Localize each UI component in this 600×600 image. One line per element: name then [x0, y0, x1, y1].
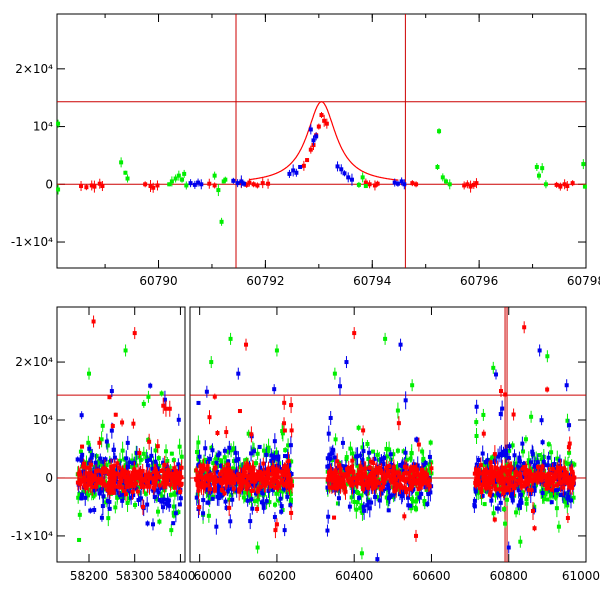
full-x-tick-label: 60200	[258, 569, 296, 583]
full-y-tick-label: 10⁴	[33, 413, 53, 427]
full-y-tick-label: 0	[45, 471, 53, 485]
full-x-tick-label: 58200	[70, 569, 108, 583]
full-x-tick-label: 58300	[116, 569, 154, 583]
zoom-y-tick-label: 10⁴	[33, 120, 53, 134]
zoom-series-red	[79, 112, 575, 193]
zoom-x-tick-label: 60792	[246, 274, 284, 288]
full-series-red	[194, 321, 577, 542]
full-frame-segment-0	[56, 306, 186, 563]
zoom-x-tick-label: 60798	[567, 274, 600, 288]
zoom-series-blue	[188, 124, 407, 190]
full-x-tick-label: 60400	[335, 569, 373, 583]
zoom-panel: 60790 60792 60794 60796 60798 2×10⁴ 10⁴ 0 -1×10⁴	[11, 13, 600, 288]
full-y-tick-label: 2×10⁴	[15, 355, 53, 369]
zoom-x-tick-label: 60790	[139, 274, 177, 288]
zoom-y-tick-label: 2×10⁴	[15, 62, 53, 76]
full-series-blue	[75, 382, 183, 531]
zoom-model-curve	[249, 101, 399, 181]
full-y-tick-label: -1×10⁴	[11, 529, 53, 543]
full-x-tick-label: 61000	[562, 569, 600, 583]
zoom-y-tick-label: -1×10⁴	[11, 235, 53, 249]
zoom-frame	[56, 13, 587, 269]
full-series-blue	[194, 338, 576, 562]
zoom-series-green	[56, 119, 587, 226]
full-x-tick-label: 60000	[194, 569, 232, 583]
zoom-x-tick-label: 60794	[353, 274, 391, 288]
zoom-y-tick-label: 0	[45, 177, 53, 191]
full-frame-segment-1	[189, 306, 587, 563]
full-x-tick-label: 60600	[412, 569, 450, 583]
zoom-x-tick-label: 60796	[460, 274, 498, 288]
full-x-tick-label: 60800	[490, 569, 528, 583]
full-series-red	[75, 315, 184, 515]
full-x-tick-label: 58400	[157, 569, 195, 583]
